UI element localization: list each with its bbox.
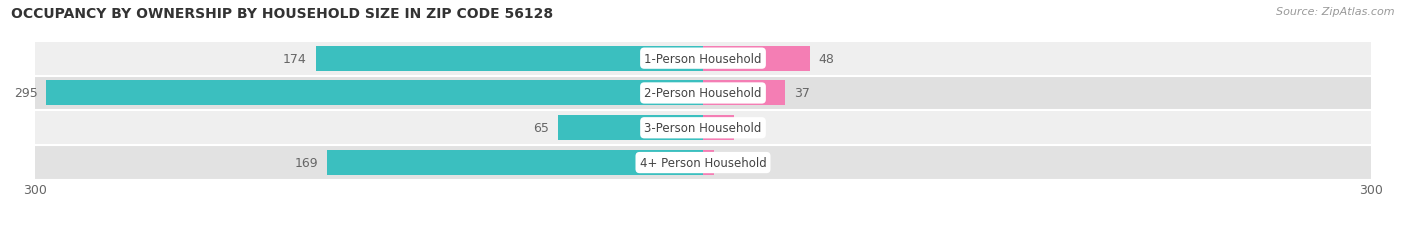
Bar (703, 116, 734, 141)
Bar (703, 81, 786, 106)
Bar (558, 116, 703, 141)
Text: 48: 48 (818, 52, 835, 65)
Bar (35, 42, 1371, 76)
Bar (703, 46, 810, 71)
Text: 3-Person Household: 3-Person Household (644, 122, 762, 135)
Text: 4+ Person Household: 4+ Person Household (640, 156, 766, 169)
Bar (35, 146, 1371, 180)
Text: 65: 65 (533, 122, 550, 135)
Bar (703, 150, 714, 175)
Text: 5: 5 (723, 156, 731, 169)
Text: 1-Person Household: 1-Person Household (644, 52, 762, 65)
Text: 169: 169 (294, 156, 318, 169)
Text: 174: 174 (283, 52, 307, 65)
Bar (35, 76, 1371, 111)
Bar (46, 81, 703, 106)
Text: 295: 295 (14, 87, 38, 100)
Text: 2-Person Household: 2-Person Household (644, 87, 762, 100)
Text: 37: 37 (794, 87, 810, 100)
Bar (315, 46, 703, 71)
Text: 14: 14 (742, 122, 759, 135)
Bar (35, 111, 1371, 146)
Text: OCCUPANCY BY OWNERSHIP BY HOUSEHOLD SIZE IN ZIP CODE 56128: OCCUPANCY BY OWNERSHIP BY HOUSEHOLD SIZE… (11, 7, 554, 21)
Text: Source: ZipAtlas.com: Source: ZipAtlas.com (1277, 7, 1395, 17)
Bar (326, 150, 703, 175)
